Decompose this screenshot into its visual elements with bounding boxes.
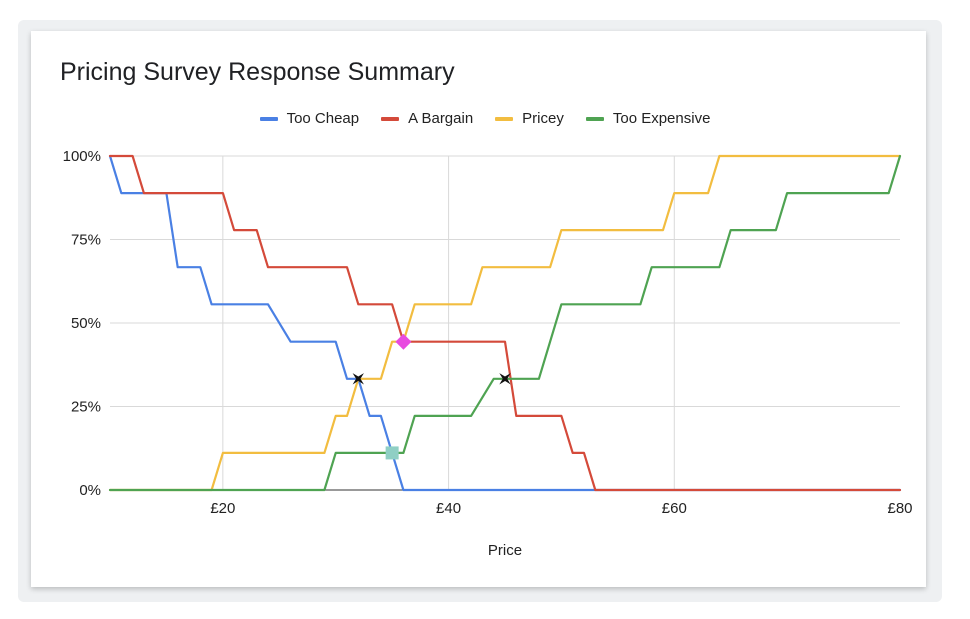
y-tick-label: 100%: [63, 148, 101, 165]
legend-item-too-expensive[interactable]: Too Expensive: [585, 110, 711, 127]
legend-swatch-a-bargain: [381, 116, 400, 121]
x-tick-label: £80: [887, 500, 912, 517]
diamond-marker: [395, 333, 412, 350]
chart-title: Pricing Survey Response Summary: [60, 58, 455, 86]
legend-item-too-cheap[interactable]: Too Cheap: [259, 110, 360, 127]
x-tick-label: £20: [210, 500, 235, 517]
legend-swatch-too-expensive: [585, 116, 604, 121]
square-marker: [385, 446, 399, 460]
y-tick-label: 50%: [71, 315, 101, 332]
legend-label-too-cheap: Too Cheap: [286, 110, 360, 127]
intersection-star-marker: [352, 373, 364, 385]
series-line-a-bargain: [108, 154, 902, 492]
intersection-star-marker: [499, 373, 511, 385]
legend-label-a-bargain: A Bargain: [408, 110, 474, 127]
y-tick-label: 0%: [79, 482, 101, 499]
legend-swatch-too-cheap: [259, 116, 278, 121]
legend-item-pricey[interactable]: Pricey: [495, 110, 564, 127]
axis-ticks: 0% 25% 50% 75% 100% £20 £40 £60 £80: [63, 148, 913, 517]
x-tick-label: £60: [662, 500, 687, 517]
x-axis-title: Price: [488, 542, 522, 559]
y-tick-label: 75%: [71, 232, 101, 249]
legend-label-pricey: Pricey: [522, 110, 564, 127]
chart-card: [31, 31, 926, 587]
chart-legend: Too Cheap A Bargain Pricey Too Expensive: [0, 110, 970, 127]
legend-label-too-expensive: Too Expensive: [612, 110, 711, 127]
gridlines: [110, 155, 900, 491]
point-markers: [352, 333, 511, 460]
legend-item-a-bargain[interactable]: A Bargain: [381, 110, 473, 127]
x-tick-label: £40: [436, 500, 461, 517]
legend-swatch-pricey: [495, 116, 514, 121]
y-tick-label: 25%: [71, 399, 101, 416]
series-line-pricey: [108, 154, 902, 492]
